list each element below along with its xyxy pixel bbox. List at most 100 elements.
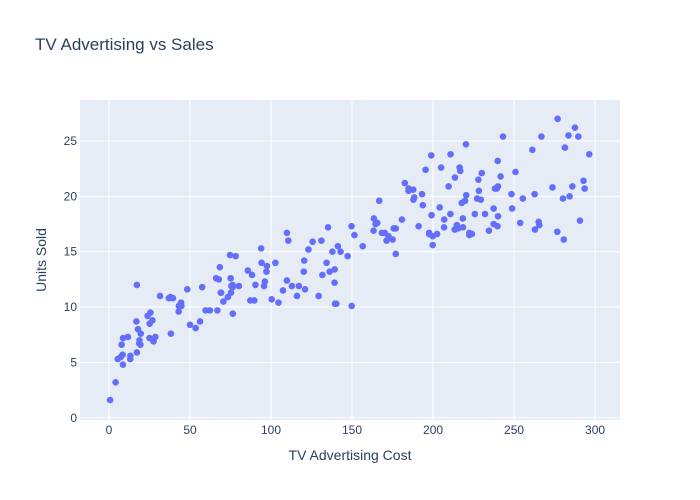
point	[331, 279, 338, 286]
point	[575, 133, 582, 140]
point	[133, 349, 141, 356]
point	[337, 248, 344, 255]
chart-title: TV Advertising vs Sales	[35, 35, 214, 54]
point	[392, 250, 400, 258]
point	[288, 282, 296, 290]
point	[156, 292, 164, 300]
point	[580, 177, 587, 185]
point	[531, 226, 539, 233]
y-tick-label: 10	[64, 300, 78, 314]
point	[569, 183, 576, 190]
x-tick-label: 300	[585, 423, 605, 437]
point	[401, 179, 409, 187]
point	[516, 219, 524, 227]
point	[477, 196, 485, 203]
point	[398, 216, 406, 223]
x-tick-label: 250	[504, 423, 524, 437]
point	[178, 302, 185, 310]
point	[248, 271, 256, 279]
point	[331, 300, 339, 308]
point	[275, 299, 282, 306]
point	[192, 324, 199, 332]
x-tick-label: 100	[261, 423, 281, 437]
point	[315, 292, 322, 300]
point	[461, 197, 469, 205]
point	[146, 334, 153, 342]
point	[334, 242, 342, 250]
point	[220, 298, 227, 305]
point	[571, 124, 579, 131]
point	[490, 205, 497, 212]
point	[215, 276, 223, 283]
point	[519, 195, 527, 202]
point	[112, 379, 119, 386]
point	[295, 282, 303, 290]
point	[293, 292, 301, 300]
y-axis-title: Units Sold	[33, 228, 49, 292]
point	[494, 222, 501, 230]
point	[119, 361, 127, 368]
point	[418, 190, 426, 198]
point	[440, 224, 448, 231]
point	[119, 351, 126, 358]
point	[244, 267, 252, 274]
point	[226, 251, 234, 259]
point	[447, 210, 454, 218]
point	[409, 186, 417, 193]
point	[462, 140, 470, 148]
y-tick-label: 25	[64, 134, 78, 148]
point	[351, 231, 358, 239]
point	[152, 333, 159, 341]
point	[471, 210, 479, 218]
point	[581, 185, 588, 192]
point	[175, 308, 182, 315]
point	[318, 237, 325, 244]
point	[285, 237, 292, 244]
point	[258, 259, 265, 267]
point	[329, 248, 336, 255]
point	[373, 219, 381, 227]
point	[319, 271, 326, 279]
point	[167, 330, 175, 337]
point	[425, 230, 433, 238]
point	[508, 205, 516, 212]
point	[491, 185, 499, 192]
point	[300, 268, 308, 275]
point	[410, 194, 418, 201]
point	[529, 146, 536, 154]
point	[466, 231, 473, 239]
point	[436, 204, 443, 211]
point	[462, 191, 470, 199]
point	[279, 287, 287, 294]
point	[375, 197, 383, 205]
point	[535, 218, 542, 226]
point	[445, 183, 452, 190]
y-tick-label: 5	[70, 355, 77, 369]
point	[531, 190, 538, 198]
point	[475, 187, 483, 195]
point	[437, 164, 445, 171]
point	[135, 340, 143, 347]
point	[228, 282, 235, 290]
point	[137, 330, 145, 337]
point	[485, 227, 493, 234]
point	[305, 246, 312, 253]
point	[183, 286, 191, 293]
point	[263, 262, 271, 270]
point	[324, 224, 332, 231]
point	[429, 241, 437, 249]
point	[561, 144, 569, 151]
point	[198, 283, 206, 291]
point	[169, 294, 177, 302]
point	[427, 152, 435, 159]
x-tick-label: 200	[423, 423, 443, 437]
point	[494, 212, 502, 220]
point	[494, 157, 501, 165]
point	[499, 133, 507, 140]
x-tick-label: 50	[183, 423, 197, 437]
point	[301, 286, 309, 293]
point	[549, 184, 556, 191]
point	[126, 355, 134, 363]
point	[359, 242, 367, 250]
